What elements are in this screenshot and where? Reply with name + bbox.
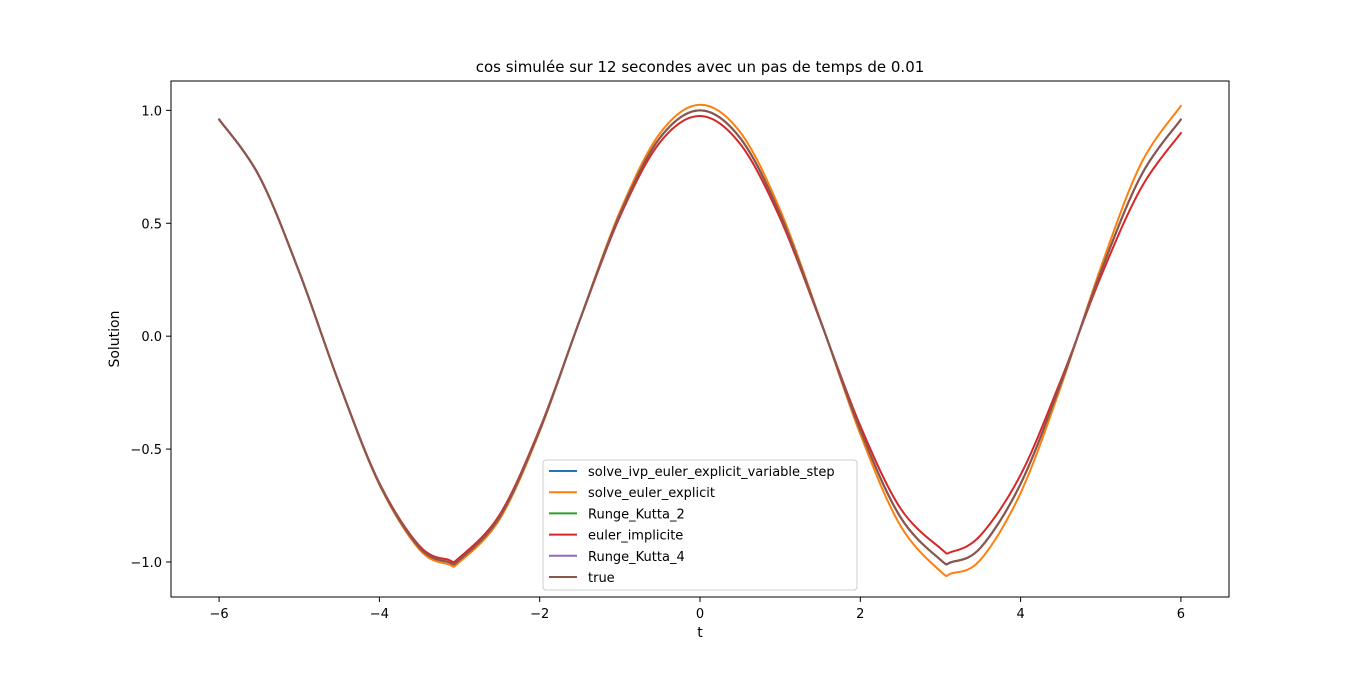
x-tick-label: −2 (530, 607, 549, 622)
chart-title: cos simulée sur 12 secondes avec un pas … (476, 58, 925, 76)
x-tick-label: −6 (210, 607, 229, 622)
legend-label: solve_ivp_euler_explicit_variable_step (588, 465, 835, 480)
legend-label: true (588, 571, 615, 586)
legend-label: Runge_Kutta_2 (588, 507, 685, 522)
legend-label: Runge_Kutta_4 (588, 550, 685, 565)
y-axis-ticks: −1.0 −0.5 0.0 0.5 1.0 (130, 104, 171, 571)
x-tick-label: 4 (1016, 607, 1024, 622)
y-tick-label: −0.5 (130, 443, 162, 458)
y-tick-label: −1.0 (130, 556, 162, 571)
legend-frame (542, 459, 858, 591)
y-tick-label: 1.0 (141, 104, 162, 119)
legend-items: solve_ivp_euler_explicit_variable_stepso… (549, 465, 835, 586)
x-tick-label: 6 (1177, 607, 1185, 622)
x-axis-ticks: −6 −4 −2 0 2 4 6 (210, 597, 1185, 622)
x-tick-label: 2 (856, 607, 864, 622)
legend-label: euler_implicite (588, 529, 683, 544)
x-tick-label: −4 (370, 607, 389, 622)
x-axis-label: t (697, 625, 703, 641)
y-tick-label: 0.5 (141, 217, 162, 232)
legend-label: solve_euler_explicit (588, 486, 715, 501)
series-line-5 (218, 109, 1182, 566)
x-tick-label: 0 (696, 607, 704, 622)
y-tick-label: 0.0 (141, 330, 162, 345)
plot-frame (170, 80, 1230, 598)
legend: solve_ivp_euler_explicit_variable_stepso… (542, 459, 858, 591)
series-layer (218, 103, 1182, 577)
y-axis-label: Solution (107, 310, 123, 367)
